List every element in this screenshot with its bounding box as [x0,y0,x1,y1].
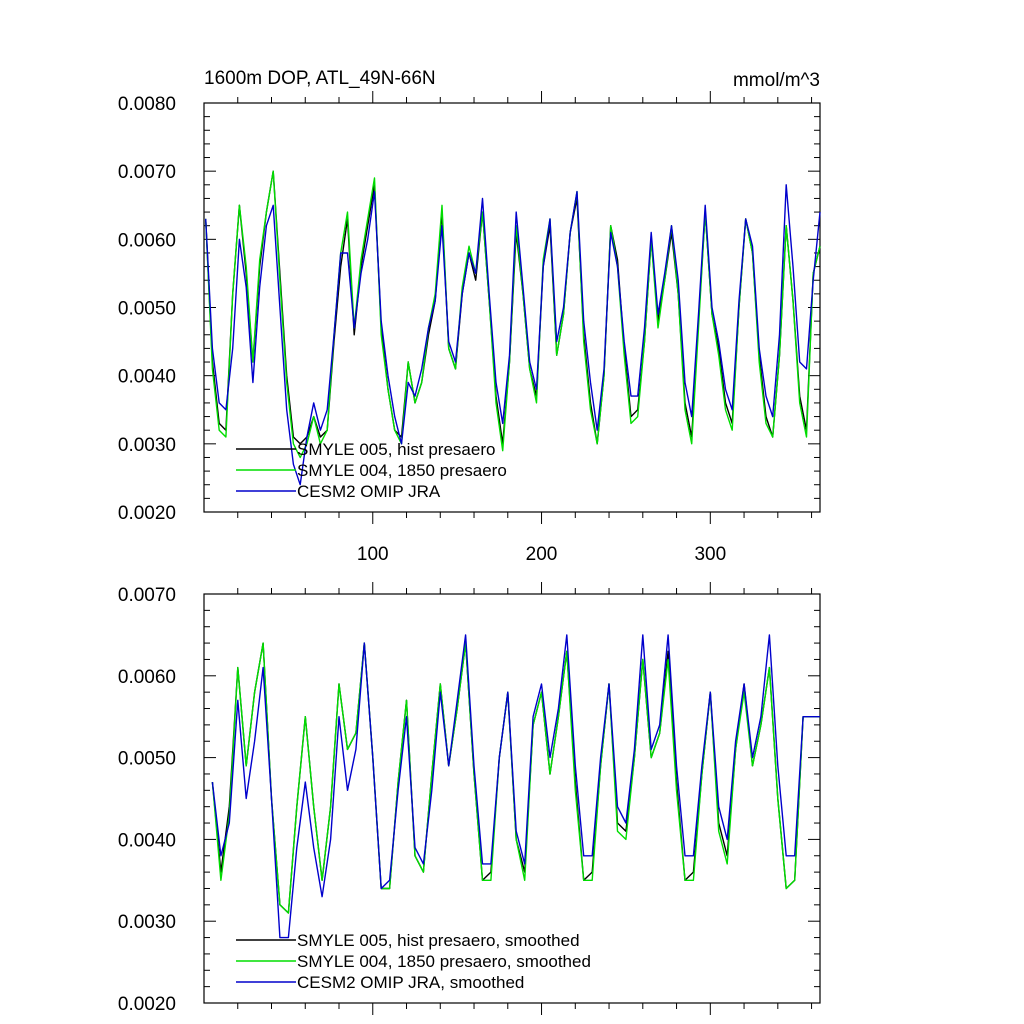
y-tick-label: 0.0080 [118,94,176,115]
y-tick-label: 0.0060 [118,667,176,688]
top-legend: SMYLE 005, hist presaero SMYLE 004, 1850 … [236,440,507,501]
top-units-label: mmol/m^3 [733,70,820,91]
series-line-0 [211,642,820,914]
y-tick-label: 0.0070 [118,162,176,183]
panel-bottom: 0.0020 0.0030 0.0040 0.0050 0.0060 0.0070 SMY… [118,582,821,1015]
legend-label-0: SMYLE 005, hist presaero, smoothed [297,931,580,950]
y-tick-label: 0.0020 [118,994,176,1015]
x-tick-label: 200 [526,544,558,565]
legend-label-2: CESM2 OMIP JRA, smoothed [297,973,524,992]
legend-label-0: SMYLE 005, hist presaero [297,440,495,459]
panel-top: 1600m DOP, ATL_49N-66N mmol/m^3 0.00200.… [118,68,821,565]
bottom-legend: SMYLE 005, hist presaero, smoothed SMYLE … [236,931,591,992]
legend-label-1: SMYLE 004, 1850 presaero, smoothed [297,952,591,971]
series-line-1 [205,170,821,459]
bottom-y-axis: 0.0020 0.0030 0.0040 0.0050 0.0060 0.0070 [118,585,820,1015]
y-tick-label: 0.0040 [118,830,176,851]
top-x-axis: 100 200 300 [237,91,813,565]
y-tick-label: 0.0060 [118,230,176,251]
series-line-2 [205,184,821,486]
series-line-1 [211,642,820,914]
bottom-x-axis [237,582,813,1015]
y-tick-label: 0.0030 [118,912,176,933]
bottom-plot-frame [203,593,821,1004]
legend-label-1: SMYLE 004, 1850 presaero [297,461,507,480]
top-y-axis: 0.0020 0.0030 0.0040 0.0050 0.0060 0.0070 0.00… [118,94,820,524]
x-tick-label: 100 [357,544,389,565]
bottom-series-lines [211,634,820,939]
y-tick-label: 0.0070 [118,585,176,606]
legend-label-2: CESM2 OMIP JRA [297,482,441,501]
top-series-lines [205,170,821,486]
y-tick-label: 0.0050 [118,299,176,320]
y-tick-label: 0.0020 [118,503,176,524]
y-tick-label: 0.0040 [118,367,176,388]
y-tick-label: 0.0030 [118,435,176,456]
series-line-2 [211,634,820,939]
x-tick-label: 300 [694,544,726,565]
y-tick-label: 0.0050 [118,749,176,770]
top-chart-title: 1600m DOP, ATL_49N-66N [204,68,436,89]
